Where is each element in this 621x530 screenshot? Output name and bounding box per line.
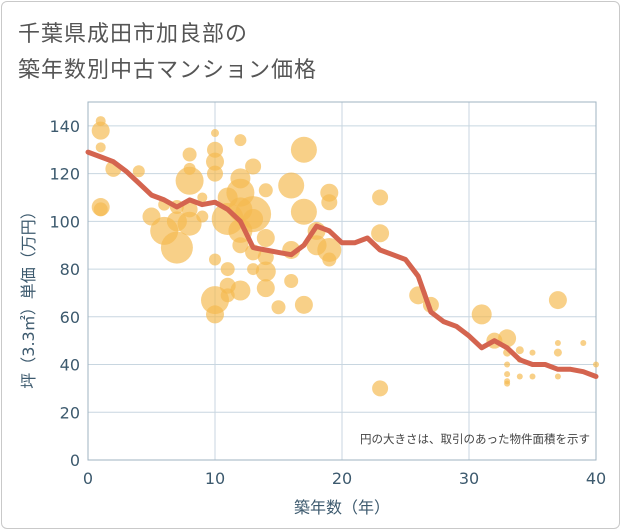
bubble-point [529, 349, 536, 356]
bubble-point [290, 136, 317, 163]
bubble-point [245, 158, 262, 175]
bubble-point [256, 229, 275, 248]
bubble-series [91, 116, 599, 397]
bubble-point [593, 361, 599, 368]
x-tick-label: 30 [459, 469, 479, 488]
bubble-point [471, 304, 492, 325]
bubble-point [181, 201, 198, 218]
bubble-point [95, 142, 106, 153]
bubble-point [211, 129, 219, 138]
bubble-point [160, 231, 193, 264]
bubble-point [371, 224, 390, 243]
bubble-point [175, 166, 204, 195]
bubble-point [197, 192, 208, 203]
bubble-point [91, 121, 110, 140]
bubble-point [271, 300, 286, 315]
y-tick-label: 140 [49, 117, 80, 136]
bubble-point [284, 274, 299, 288]
bubble-point [504, 361, 511, 368]
bubble-point [234, 134, 247, 147]
y-tick-label: 40 [60, 356, 80, 375]
bubble-point [529, 373, 536, 380]
bubble-point [554, 373, 561, 380]
bubble-point [207, 165, 223, 182]
x-tick-label: 10 [205, 469, 225, 488]
bubble-point [321, 194, 338, 211]
y-axis-label: 坪（3.3㎡）単価（万円） [19, 203, 38, 388]
bubble-point [548, 291, 567, 310]
bubble-point [243, 208, 264, 229]
bubble-point [206, 305, 224, 324]
y-tick-label: 80 [60, 260, 80, 279]
bubble-point [182, 147, 197, 162]
bubble-point [554, 340, 561, 347]
bubble-point [196, 210, 209, 223]
grid-lines [87, 101, 597, 461]
bubble-point [294, 295, 313, 314]
bubble-point [209, 253, 221, 266]
bubble-point [258, 183, 273, 198]
y-tick-label: 20 [60, 403, 80, 422]
bubble-point [132, 165, 145, 178]
bubble-point [504, 371, 511, 378]
y-tick-label: 120 [49, 165, 80, 184]
bubble-point [372, 380, 389, 397]
bubble-point [322, 252, 337, 267]
bubble-point [230, 280, 251, 301]
x-tick-label: 40 [586, 469, 606, 488]
y-tick-label: 60 [60, 308, 80, 327]
x-tick-label: 20 [332, 469, 352, 488]
bubble-point [504, 380, 511, 387]
bubble-point [256, 279, 275, 298]
average-price-line [85, 149, 599, 379]
bubble-point [372, 189, 389, 206]
bubble-point [232, 237, 249, 254]
bubble-point [255, 261, 276, 282]
bubble-point [553, 348, 562, 357]
x-tick-label: 0 [83, 469, 93, 488]
bubble-point [516, 373, 523, 380]
bubble-point [220, 262, 235, 277]
plot-border [87, 101, 597, 461]
y-tick-label: 100 [49, 212, 80, 231]
bubble-point [515, 346, 524, 355]
x-axis-label: 築年数（年） [294, 498, 390, 517]
bubble-point [93, 202, 108, 217]
bubble-point [177, 211, 202, 236]
bubble-point [290, 198, 317, 225]
bubble-size-note: 円の大きさは、取引のあった物件面積を示す [360, 432, 590, 446]
chart-title-line-1: 千葉県成田市加良部の [18, 22, 249, 47]
y-tick-label: 0 [70, 451, 80, 470]
bubble-point [580, 340, 587, 347]
axis-ticks: 0 20 40 60 80 100 120 140 0 10 20 30 40 [49, 117, 606, 488]
bubble-point [206, 152, 224, 171]
bubble-point [278, 172, 305, 199]
chart-title-line-2: 築年数別中古マンション価格 [18, 58, 318, 83]
